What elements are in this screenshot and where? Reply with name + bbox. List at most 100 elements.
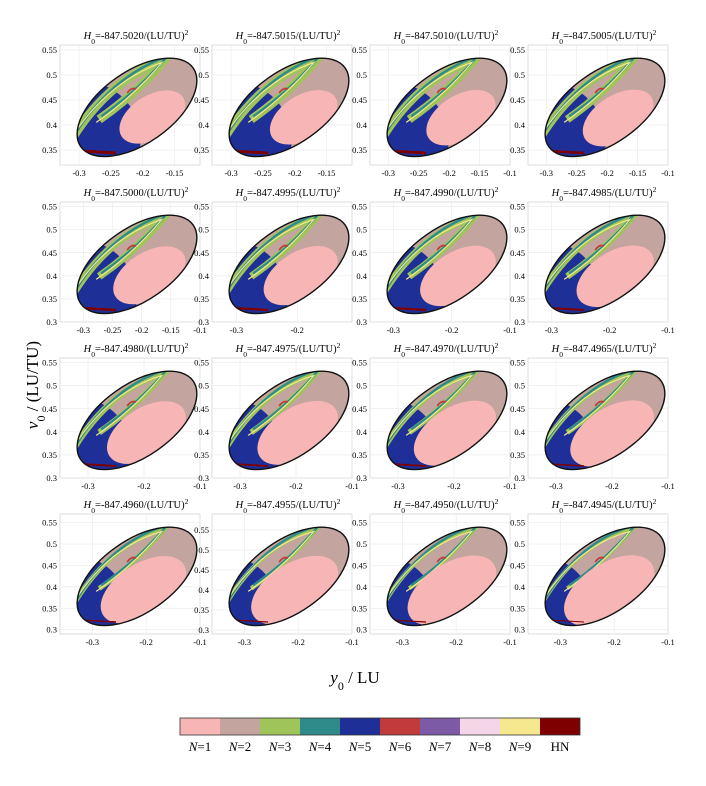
y-tick-label: 0.35	[194, 605, 209, 615]
y-tick-label: 0.3	[46, 625, 57, 635]
x-tick-label: -0.1	[193, 481, 206, 491]
y-tick-label: 0.3	[198, 317, 209, 327]
panel-title-sup: 2	[185, 185, 189, 194]
y-tick-label: 0.4	[198, 427, 209, 437]
y-tick-label: 0.55	[510, 202, 525, 212]
x-tick-label: -0.2	[447, 481, 460, 491]
panel-title-sub: 0	[559, 506, 563, 515]
x-tick-label: -0.1	[503, 481, 516, 491]
y-tick-label: 0.5	[46, 539, 57, 549]
panel-5: H0=-847.5000/(LU/TU)2 -0.3 -0.25 -0.2 -0.15 -…	[42, 185, 207, 336]
region-n9	[531, 218, 632, 308]
panel-title-var: H	[235, 344, 245, 355]
x-tick-label: -0.1	[661, 481, 674, 491]
region-n9	[373, 61, 474, 151]
x-tick-label: -0.25	[102, 168, 120, 178]
y-tick-label: 0.4	[46, 582, 57, 592]
y-tick-label: 0.45	[352, 248, 367, 258]
panel-title-var: H	[83, 188, 93, 199]
region-n6	[594, 400, 605, 407]
y-tick-label: 0.35	[194, 145, 209, 155]
region-n9	[63, 374, 164, 464]
panel-title: H0=-847.4990/(LU/TU)2	[393, 185, 499, 203]
panel-title-sub: 0	[243, 350, 247, 359]
x-tick-label: -0.2	[137, 481, 150, 491]
panel-title-value: =-847.4990/(LU/TU)	[405, 188, 495, 199]
y-tick-label: 0.3	[198, 473, 209, 483]
legend-label: N=6	[388, 739, 412, 754]
region-n9	[531, 61, 632, 151]
panel-title-value: =-847.4970/(LU/TU)	[405, 344, 495, 355]
y-tick-label: 0.45	[42, 560, 57, 570]
legend-label: N=7	[428, 739, 452, 754]
y-tick-label: 0.45	[352, 560, 367, 570]
panel-title-value: =-847.4960/(LU/TU)	[95, 500, 185, 511]
x-tick-label: -0.15	[471, 168, 489, 178]
y-tick-label: 0.4	[356, 427, 367, 437]
x-tick-label: -0.3	[540, 168, 553, 178]
panel-title: H0=-847.4980/(LU/TU)2	[83, 341, 189, 359]
y-tick-label: 0.5	[198, 70, 209, 80]
x-tick-label: -0.2	[135, 325, 148, 335]
y-tick-label: 0.5	[198, 381, 209, 391]
legend-swatch	[540, 718, 580, 735]
panel-title-var: H	[393, 500, 403, 511]
y-tick-label: 0.3	[198, 625, 209, 635]
legend-label: N=1	[188, 739, 212, 754]
panel-title-sub: 0	[243, 194, 247, 203]
x-tick-label: -0.2	[288, 168, 301, 178]
x-tick-label: -0.3	[233, 481, 246, 491]
x-tick-label: -0.3	[545, 325, 558, 335]
y-tick-label: 0.55	[42, 202, 57, 212]
x-tick-label: -0.3	[77, 325, 90, 335]
panel-3: H0=-847.5010/(LU/TU)2 -0.3 -0.25 -0.2 -0.15 -…	[352, 28, 517, 179]
x-axis-label-unit: / LU	[344, 668, 380, 687]
y-tick-label: 0.5	[356, 225, 367, 235]
panel-title-sup: 2	[653, 341, 657, 350]
y-tick-label: 0.45	[510, 560, 525, 570]
panel-title-sub: 0	[401, 37, 405, 46]
region-outline	[76, 57, 198, 158]
y-tick-label: 0.4	[514, 120, 525, 130]
y-tick-label: 0.35	[510, 145, 525, 155]
y-tick-label: 0.45	[352, 404, 367, 414]
y-tick-label: 0.45	[352, 95, 367, 105]
y-tick-label: 0.45	[194, 404, 209, 414]
y-tick-label: 0.5	[356, 381, 367, 391]
y-tick-label: 0.5	[514, 70, 525, 80]
y-tick-label: 0.35	[42, 603, 57, 613]
y-tick-label: 0.55	[194, 358, 209, 368]
x-tick-label: -0.2	[290, 325, 303, 335]
panel-title-sub: 0	[91, 506, 95, 515]
x-tick-label: -0.2	[289, 481, 302, 491]
panel-title-var: H	[393, 31, 403, 42]
y-tick-label: 0.35	[42, 450, 57, 460]
y-tick-label: 0.3	[514, 473, 525, 483]
region-outline	[228, 370, 350, 471]
region-n6	[126, 556, 137, 563]
region-n6	[594, 556, 605, 563]
y-tick-label: 0.35	[42, 145, 57, 155]
y-tick-label: 0.4	[46, 427, 57, 437]
y-tick-label: 0.5	[198, 225, 209, 235]
y-tick-label: 0.5	[514, 539, 525, 549]
y-tick-label: 0.45	[194, 565, 209, 575]
panel-8: H0=-847.4985/(LU/TU)2 -0.3 -0.2 -0.1 0.3 0.35…	[510, 185, 675, 336]
panel-title-sup: 2	[185, 497, 189, 506]
x-tick-label: -0.3	[238, 637, 251, 647]
y-tick-label: 0.55	[194, 202, 209, 212]
panel-13: H0=-847.4960/(LU/TU)2 -0.3 -0.2 -0.1 0.3 0.35…	[42, 497, 207, 648]
panel-title: H0=-847.4985/(LU/TU)2	[551, 185, 657, 203]
panel-4: H0=-847.5005/(LU/TU)2 -0.3 -0.25 -0.2 -0.15 -…	[510, 28, 675, 179]
panel-title: H0=-847.5010/(LU/TU)2	[393, 28, 499, 46]
y-tick-label: 0.55	[352, 518, 367, 528]
x-tick-label: -0.1	[503, 637, 516, 647]
region-n6	[278, 556, 289, 563]
legend: N=1 N=2 N=3 N=4 N=5 N=6 N=7 N=8 N=9 HN	[179, 717, 581, 754]
panel-title-value: =-847.5020/(LU/TU)	[95, 31, 185, 42]
y-tick-label: 0.4	[198, 271, 209, 281]
y-tick-label: 0.4	[46, 120, 57, 130]
panel-title: H0=-847.4970/(LU/TU)2	[393, 341, 499, 359]
panel-9: H0=-847.4980/(LU/TU)2-0.3 -0.2 -0.10.30.35…	[42, 341, 207, 492]
